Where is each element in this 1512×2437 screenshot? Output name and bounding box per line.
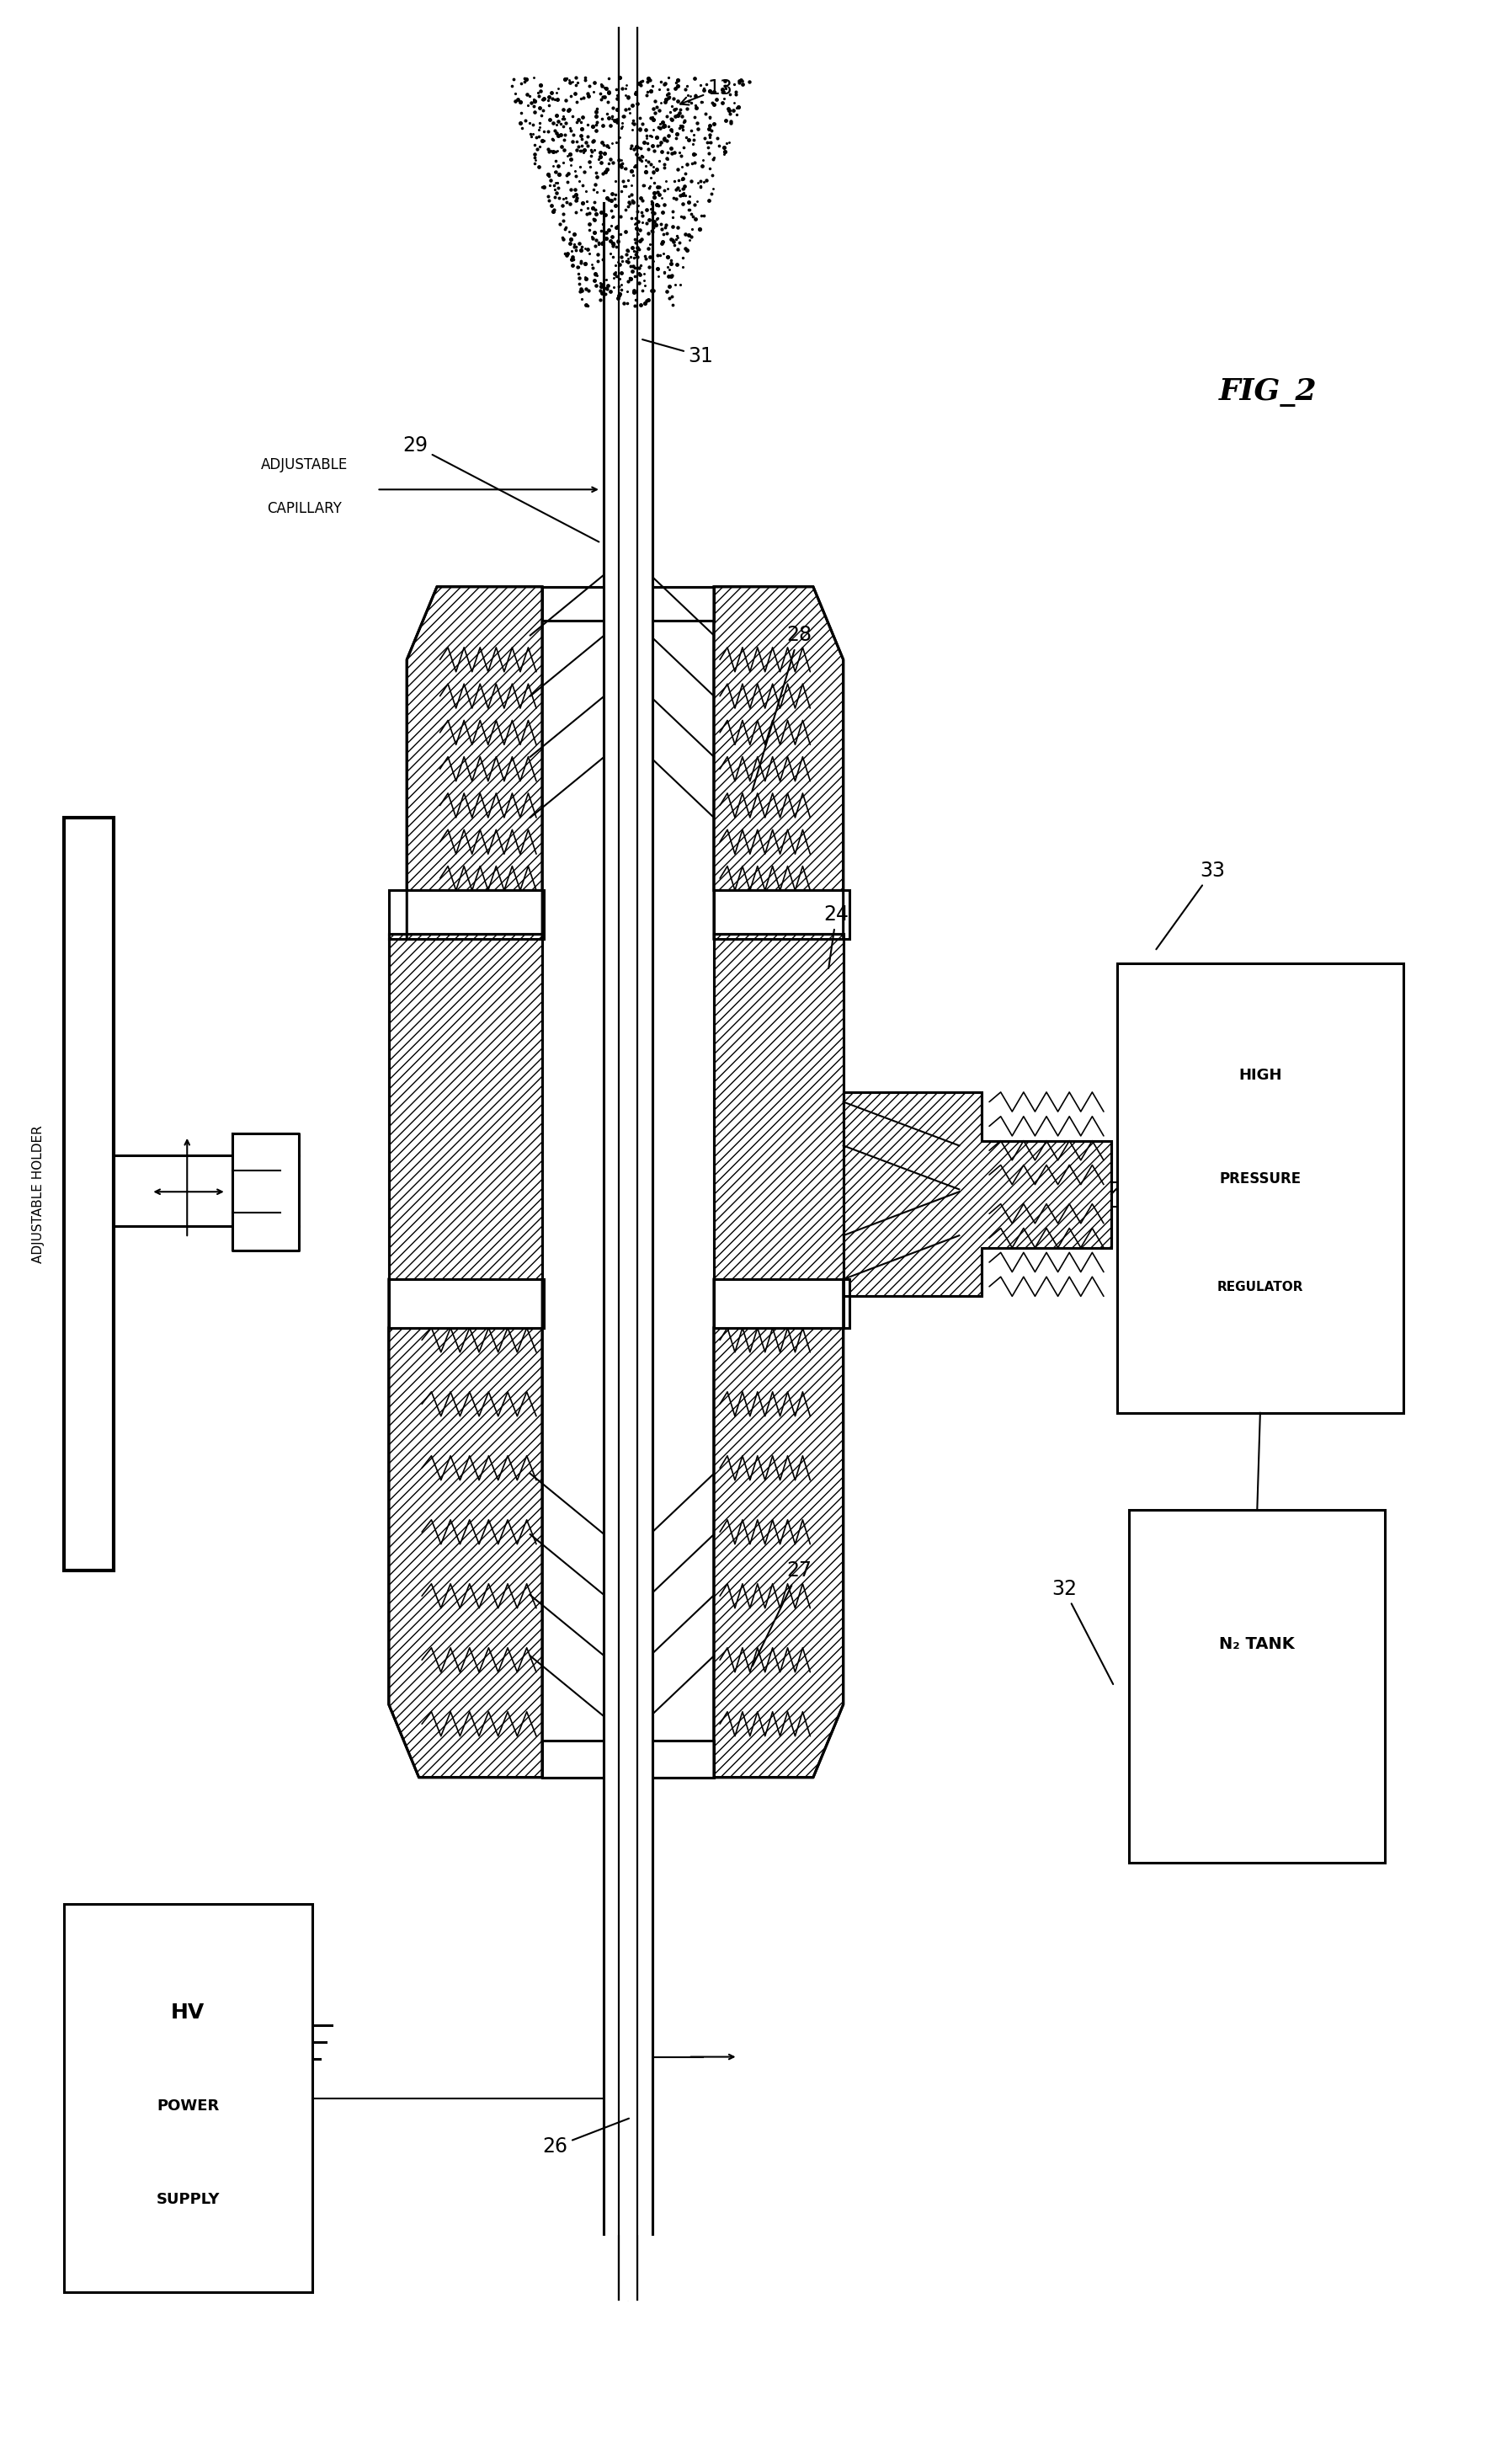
Polygon shape [714, 1328, 844, 1777]
Bar [389, 890, 544, 938]
Polygon shape [389, 1328, 543, 1777]
Text: 31: 31 [643, 339, 714, 366]
Bar [543, 1740, 714, 1777]
Text: ADJUSTABLE HOLDER: ADJUSTABLE HOLDER [32, 1126, 44, 1262]
Text: REGULATOR: REGULATOR [1217, 1282, 1303, 1294]
Text: N₂ TANK: N₂ TANK [1219, 1635, 1294, 1652]
Bar [1117, 963, 1403, 1413]
Polygon shape [844, 1092, 1111, 1296]
Text: 27: 27 [753, 1560, 812, 1667]
Polygon shape [407, 587, 543, 890]
Bar [1129, 1511, 1385, 1862]
Text: 26: 26 [543, 2118, 629, 2157]
Text: PRESSURE: PRESSURE [1219, 1172, 1300, 1187]
Text: 24: 24 [824, 904, 848, 967]
Bar [64, 816, 113, 1572]
Bar [64, 1903, 311, 2293]
Bar [714, 1279, 850, 1328]
Text: POWER: POWER [157, 2098, 219, 2113]
Polygon shape [389, 933, 543, 1328]
Text: ADJUSTABLE: ADJUSTABLE [262, 458, 348, 473]
Text: HV: HV [171, 2003, 204, 2023]
Text: SUPPLY: SUPPLY [156, 2191, 219, 2208]
Text: 28: 28 [751, 626, 812, 792]
Bar [543, 587, 714, 621]
Text: 13: 13 [680, 78, 733, 105]
Polygon shape [233, 1133, 298, 1250]
Text: FIG_2: FIG_2 [1219, 378, 1317, 407]
Text: 33: 33 [1157, 860, 1225, 950]
Polygon shape [714, 933, 844, 1328]
Text: 32: 32 [1051, 1579, 1113, 1684]
Text: CAPILLARY: CAPILLARY [268, 502, 342, 517]
Text: 29: 29 [402, 436, 599, 541]
Bar [714, 890, 850, 938]
Text: HIGH: HIGH [1238, 1067, 1282, 1084]
Polygon shape [714, 587, 844, 890]
Bar [389, 1279, 544, 1328]
